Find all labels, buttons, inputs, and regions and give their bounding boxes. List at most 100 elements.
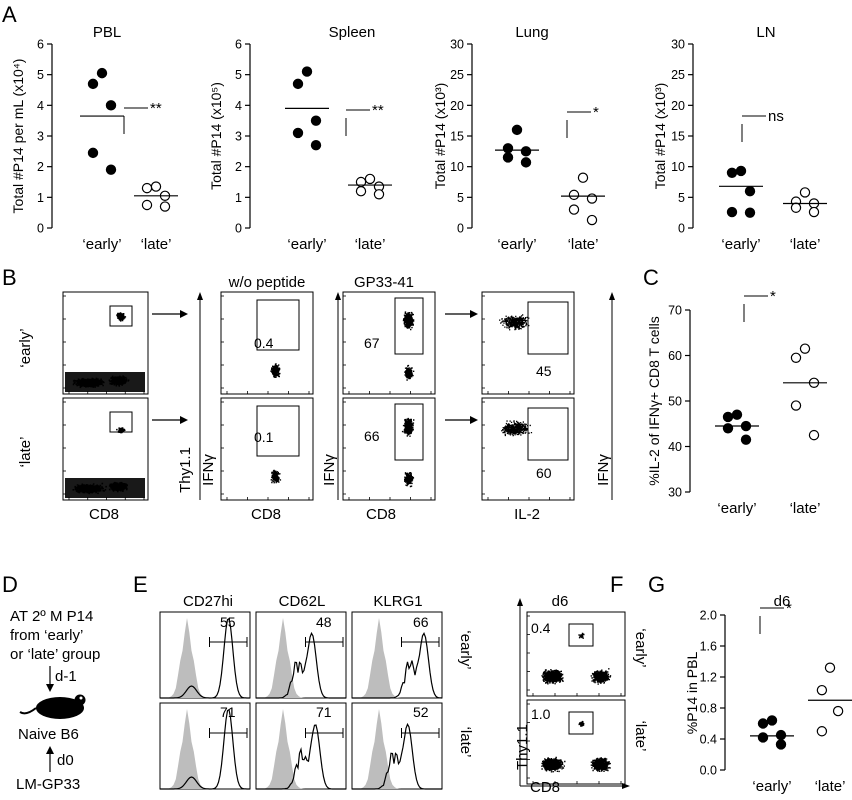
data-point [87,78,99,90]
sample-histogram [256,631,346,699]
significance-label: ns [768,108,784,125]
y-axis-label: Total #P14 per mL (x10⁴) [10,59,26,214]
plot-d6-early [526,611,626,697]
significance-label: * [593,104,599,121]
data-point [726,167,738,178]
axis-label-ifng-3: IFNγ [595,454,612,486]
event-cloud [501,420,533,437]
y-tick-label: 0 [37,222,44,236]
control-histogram [160,618,250,698]
flow-arrow-head [180,310,188,318]
data-point [726,206,738,218]
hist-val-klrg1-late: 52 [413,704,429,720]
row-label-early: ‘early’ [17,328,34,367]
event-cloud [541,669,564,685]
data-point [744,207,756,218]
hist-row-early: ‘early’ [457,630,474,669]
hist-val-klrg1-early: 66 [413,614,429,630]
plot-wo-peptide-late [220,397,314,501]
axis-label-ifng-1: IFNγ [200,454,217,486]
gate-box [109,305,133,327]
plot-title: Lung [515,24,548,41]
panel-letter-e: E [133,572,148,597]
y-tick-label: 10 [450,160,464,174]
category-label: ‘late’ [790,500,821,517]
y-tick-label: 30 [671,38,685,52]
data-point [766,715,778,726]
category-label: ‘early’ [287,236,326,253]
y-tick-label: 15 [671,130,685,144]
flow-cytometry-panel-b: w/o peptide GP33-41 ‘early’ ‘late’ CD8 C… [17,274,615,523]
plot-title: PBL [93,24,121,41]
event-cloud [404,364,415,381]
data-point [141,182,153,194]
histogram-0-2 [351,611,443,699]
data-point [757,732,769,743]
plot-frame [255,702,347,790]
axis-label-cd8-3: CD8 [366,506,396,523]
data-point [301,66,313,77]
plot-title: LN [756,24,775,41]
y-tick-label: 10 [671,160,685,174]
data-point [520,146,532,157]
category-label: ‘late’ [815,778,846,795]
data-point [159,201,171,212]
data-point [87,147,99,159]
y-tick-label: 2 [37,160,44,174]
y-axis-label: Total #P14 (x10³) [652,83,668,190]
data-point [310,115,322,126]
panel-f-xlabel: CD8 [530,779,560,796]
sample-histogram [352,722,442,790]
plot-gp33-late [342,397,478,501]
significance-label: * [786,600,792,617]
schematic-step-d0: d0 [57,752,74,769]
plot-frame [255,611,347,699]
data-point [96,67,108,79]
gate-il2-early: 45 [536,363,552,379]
gate-box [394,403,424,461]
histograms-panel-e: CD27hi CD62L KLRG1 55 48 66 71 71 52 ‘ea… [159,593,474,790]
category-label: ‘late’ [355,236,386,253]
plot-title: Spleen [329,24,376,41]
panel-f-ylabel: Thy1.1 [514,724,531,770]
histogram-0-1 [255,611,347,699]
dot-plot-2: 0 5 10 15 20 25 30 Lung Total #P14 (x10³) ‘early’… [432,24,605,253]
schematic-line-2: from ‘early’ [10,627,83,644]
gate-box [568,711,594,735]
y-tick-label: 25 [450,68,464,82]
data-point [775,739,787,750]
y-axis-label: Total #P14 (x10⁵) [208,82,224,190]
panel-f-gate-early: 0.4 [531,620,551,636]
data-point [586,214,598,226]
y-tick-label: 20 [671,99,685,113]
category-label: ‘late’ [568,236,599,253]
dot-plot-1: 0 1 2 3 4 5 6 Spleen Total #P14 (x10⁵) ‘early’ ‘la… [208,24,392,253]
data-point [740,434,752,445]
histogram-1-2 [351,702,443,790]
sample-histogram [160,708,250,790]
plot-frame [526,699,626,785]
data-point [105,164,117,175]
event-cloud [541,756,566,773]
y-tick-label: 15 [450,130,464,144]
y-tick-label: 0.8 [700,702,717,716]
y-tick-label: 30 [450,38,464,52]
data-point [832,705,844,717]
data-point [141,199,153,211]
schematic-line-3: or ‘late’ group [10,646,100,663]
row-label-late: ‘late’ [17,437,34,468]
data-point [816,684,828,696]
axis-arrow-head [335,292,341,300]
y-tick-label: 4 [37,99,44,113]
panel-f-gate-late: 1.0 [531,706,551,722]
y-tick-label: 3 [37,130,44,144]
data-point [502,152,514,163]
data-point [775,729,787,741]
plot-wo-peptide-early [220,291,314,395]
hist-val-cd62l-early: 48 [316,614,332,630]
significance-label: ** [372,102,384,119]
data-point [568,204,580,215]
data-point [790,352,802,363]
flow-cytometry-panel-f: d6 0.4 1.0 ‘early’ ‘late’ CD8 Thy1.1 [514,593,649,796]
